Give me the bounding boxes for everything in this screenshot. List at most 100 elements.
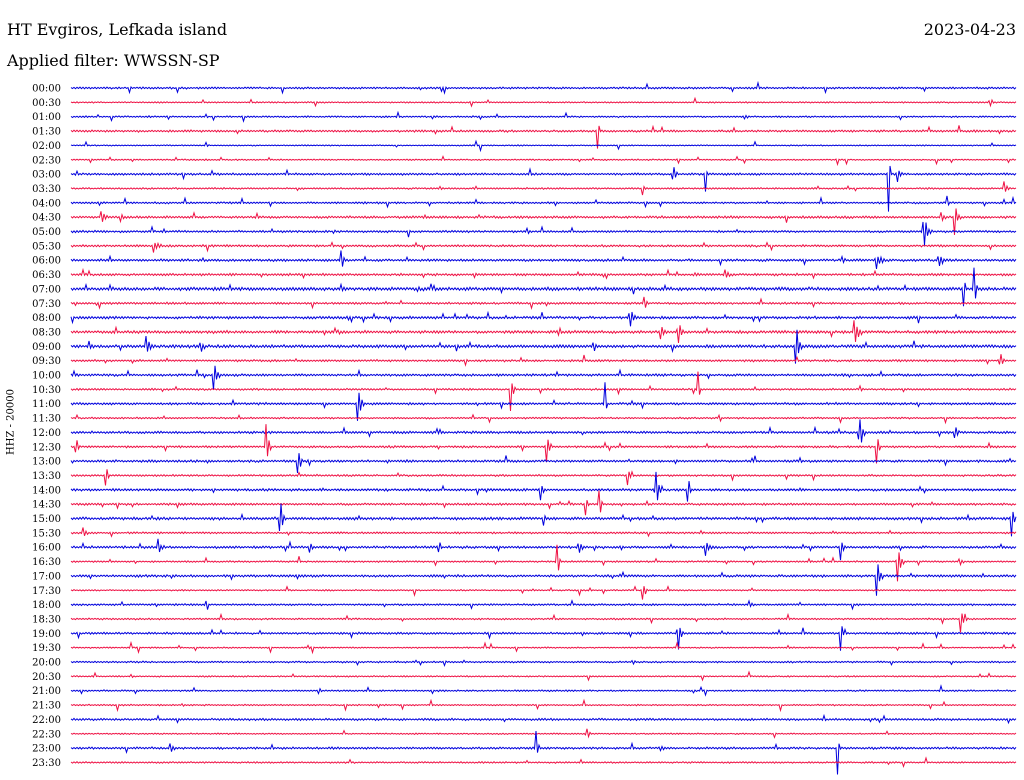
row-label: 16:00: [32, 543, 61, 554]
trace-row: [70, 599, 1017, 611]
trace-row: [70, 640, 1017, 655]
row-label: 12:00: [32, 428, 61, 439]
trace-row: [70, 728, 1017, 739]
trace-row: [70, 320, 1017, 344]
trace-row: [70, 585, 1017, 600]
row-label: 00:00: [32, 84, 61, 95]
station-title: HT Evgiros, Lefkada island: [7, 20, 228, 39]
row-label: 18:30: [32, 614, 61, 625]
row-label: 21:00: [32, 686, 61, 697]
trace-row: [70, 221, 1017, 246]
trace-row: [70, 670, 1017, 682]
row-label: 23:00: [32, 744, 61, 755]
trace-row: [70, 371, 1017, 412]
trace-row: [70, 155, 1017, 167]
row-label: 06:30: [32, 270, 61, 281]
trace-row: [70, 424, 1017, 464]
trace-row: [70, 267, 1017, 307]
row-label: 22:00: [32, 715, 61, 726]
trace-row: [70, 503, 1017, 537]
row-label: 01:00: [32, 112, 61, 123]
trace-row: [70, 310, 1017, 327]
row-label: 04:00: [32, 198, 61, 209]
row-labels: 00:00 00:30 01:00 01:30 02:00 02:30 03:00 03:30…: [32, 84, 61, 769]
row-label: 19:30: [32, 643, 61, 654]
filter-label: Applied filter: WWSSN-SP: [7, 51, 220, 70]
trace-row: [70, 471, 1017, 502]
row-label: 15:30: [32, 528, 61, 539]
trace-row: [70, 96, 1017, 108]
row-label: 09:30: [32, 356, 61, 367]
row-label: 12:30: [32, 442, 61, 453]
trace-row: [70, 756, 1017, 768]
trace-row: [70, 469, 1017, 486]
row-label: 05:00: [32, 227, 61, 238]
trace-row: [70, 713, 1017, 725]
row-label: 10:30: [32, 385, 61, 396]
trace-row: [70, 181, 1017, 196]
row-label: 14:30: [32, 500, 61, 511]
row-label: 20:00: [32, 658, 61, 669]
row-label: 05:30: [32, 241, 61, 252]
row-label: 20:30: [32, 672, 61, 683]
row-label: 02:00: [32, 141, 61, 152]
trace-row: [70, 453, 1017, 474]
trace-row: [70, 527, 1017, 538]
trace-row: [70, 544, 1017, 582]
trace-row: [70, 365, 1017, 390]
trace-row: [70, 195, 1017, 209]
row-label: 03:00: [32, 170, 61, 181]
trace-row: [70, 329, 1017, 364]
row-label: 19:00: [32, 629, 61, 640]
row-label: 17:30: [32, 586, 61, 597]
trace-row: [70, 165, 1017, 212]
row-label: 17:00: [32, 571, 61, 582]
trace-row: [70, 208, 1017, 235]
row-label: 10:00: [32, 371, 61, 382]
trace-row: [70, 490, 1017, 516]
trace-row: [70, 382, 1017, 421]
trace-row: [70, 296, 1017, 310]
trace-row: [70, 419, 1017, 443]
row-label: 00:30: [32, 98, 61, 109]
row-label: 18:00: [32, 600, 61, 611]
trace-row: [70, 684, 1017, 697]
trace-row: [70, 413, 1017, 425]
row-label: 11:30: [32, 414, 61, 425]
row-label: 09:00: [32, 342, 61, 353]
row-label: 02:30: [32, 155, 61, 166]
row-label: 13:30: [32, 471, 61, 482]
row-label: 07:00: [32, 284, 61, 295]
row-label: 08:00: [32, 313, 61, 324]
row-label: 08:30: [32, 327, 61, 338]
trace-row: [70, 139, 1017, 153]
traces: [70, 80, 1017, 775]
row-label: 14:00: [32, 485, 61, 496]
trace-row: [70, 267, 1017, 280]
row-label: 13:00: [32, 457, 61, 468]
row-label: 07:30: [32, 299, 61, 310]
trace-row: [70, 698, 1017, 713]
row-label: 21:30: [32, 701, 61, 712]
trace-row: [70, 80, 1017, 95]
row-label: 06:00: [32, 256, 61, 267]
row-label: 03:30: [32, 184, 61, 195]
row-label: 15:00: [32, 514, 61, 525]
trace-row: [70, 250, 1017, 269]
trace-row: [70, 626, 1017, 651]
trace-row: [70, 110, 1017, 123]
trace-row: [70, 564, 1017, 596]
row-label: 11:00: [32, 399, 61, 410]
trace-row: [70, 612, 1017, 633]
trace-row: [70, 241, 1017, 253]
trace-row: [70, 538, 1017, 561]
row-label: 16:30: [32, 557, 61, 568]
row-label: 22:30: [32, 729, 61, 740]
trace-row: [70, 124, 1017, 149]
trace-row: [70, 354, 1017, 367]
record-date: 2023-04-23: [923, 20, 1016, 39]
row-label: 01:30: [32, 127, 61, 138]
trace-row: [70, 659, 1017, 668]
row-label: 23:30: [32, 758, 61, 769]
